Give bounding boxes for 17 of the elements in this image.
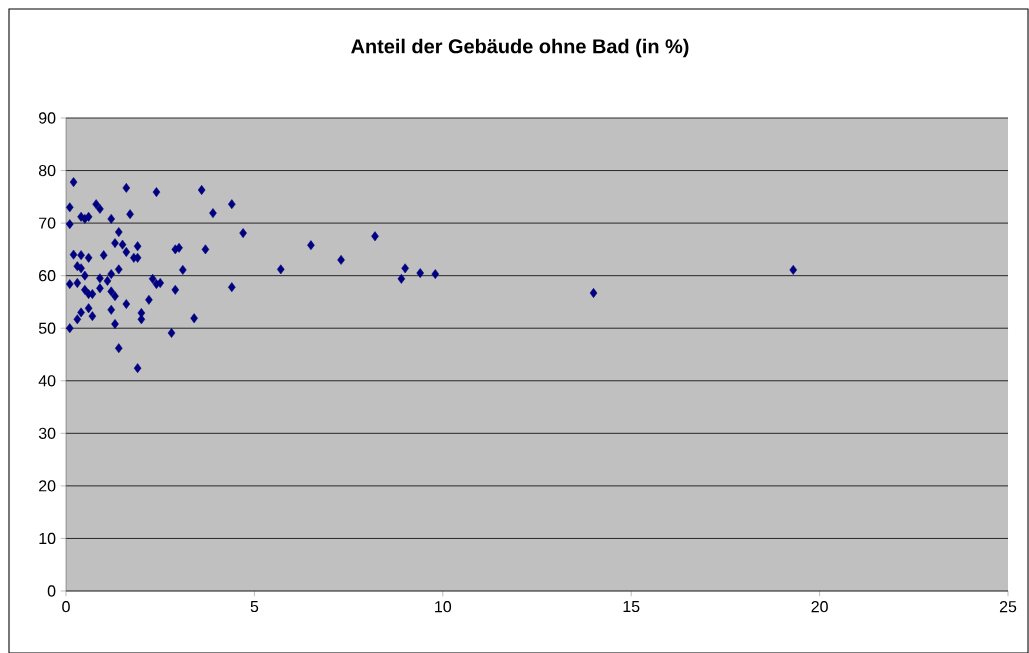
y-tick-label: 10 (39, 532, 56, 545)
x-tick-label: 10 (435, 601, 452, 613)
x-tick-label: 20 (811, 601, 828, 613)
x-tick-label: 0 (62, 601, 70, 613)
y-tick-label: 50 (38, 322, 56, 334)
y-tick-label: 70 (39, 217, 56, 229)
y-tick-label: 80 (38, 164, 56, 177)
y-tick-label: 60 (39, 270, 56, 282)
y-tick-label: 20 (39, 480, 56, 492)
x-tick-label: 5 (250, 601, 259, 613)
x-tick-label: 25 (999, 601, 1017, 613)
y-tick-label: 90 (39, 112, 56, 124)
y-tick-label: 30 (38, 427, 56, 439)
y-tick-label: 40 (38, 375, 56, 387)
x-tick-label: 15 (623, 601, 640, 613)
y-tick-label: 0 (47, 585, 56, 597)
chart-title: Anteil der Gebäude ohne Bad (in %) (351, 38, 689, 58)
